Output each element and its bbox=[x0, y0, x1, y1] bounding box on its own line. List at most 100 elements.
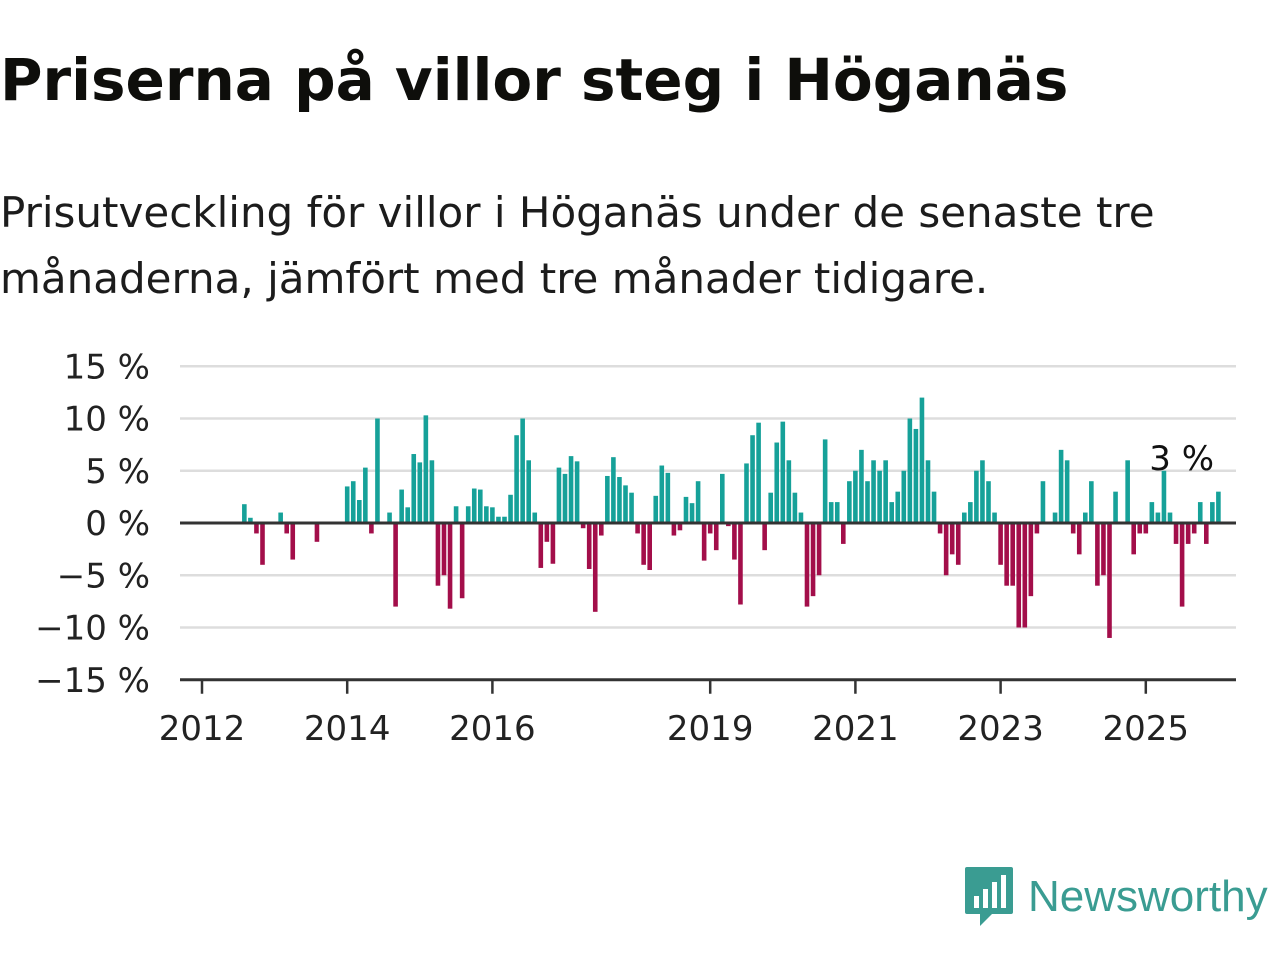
bar bbox=[393, 523, 398, 607]
bar bbox=[435, 523, 441, 586]
bar bbox=[1095, 523, 1100, 586]
bar bbox=[1149, 502, 1155, 523]
bar bbox=[387, 512, 392, 523]
bar bbox=[913, 428, 919, 523]
bar bbox=[1210, 502, 1215, 523]
bar bbox=[1131, 523, 1136, 555]
y-tick-label: 5 % bbox=[85, 452, 150, 492]
bar bbox=[617, 477, 622, 523]
bar bbox=[1204, 523, 1209, 544]
bar bbox=[889, 502, 894, 523]
y-tick-label: −15 % bbox=[35, 661, 150, 701]
bar bbox=[998, 523, 1003, 565]
bar bbox=[659, 465, 665, 523]
y-tick-label: 15 % bbox=[64, 347, 150, 387]
bar bbox=[1083, 512, 1088, 523]
x-tick-label: 2023 bbox=[957, 709, 1044, 749]
bar bbox=[883, 460, 888, 523]
bar bbox=[242, 504, 247, 523]
bar bbox=[399, 489, 404, 523]
bar bbox=[1125, 460, 1130, 523]
x-tick-label: 2021 bbox=[812, 709, 899, 749]
bar bbox=[937, 523, 943, 534]
bar bbox=[1070, 523, 1076, 534]
bar bbox=[623, 485, 628, 523]
bar bbox=[314, 523, 320, 542]
y-tick-label: 0 % bbox=[85, 504, 150, 544]
bar bbox=[405, 507, 410, 523]
chart-subtitle: Prisutveckling för villor i Höganäs unde… bbox=[0, 188, 1155, 303]
bar bbox=[677, 523, 683, 531]
bar bbox=[931, 491, 937, 523]
bar bbox=[1004, 523, 1009, 586]
bar bbox=[671, 523, 677, 536]
bar bbox=[834, 502, 840, 523]
axes bbox=[180, 521, 1236, 694]
bar bbox=[1185, 523, 1191, 544]
bar bbox=[344, 486, 350, 523]
bar bbox=[459, 523, 465, 599]
bar bbox=[683, 496, 689, 524]
gridlines bbox=[180, 365, 1236, 629]
bar bbox=[1191, 523, 1197, 534]
newsworthy-logo-icon bbox=[965, 867, 1013, 926]
bar bbox=[792, 492, 798, 523]
x-tick-label: 2025 bbox=[1103, 709, 1190, 749]
bar bbox=[756, 422, 761, 523]
bar bbox=[762, 523, 767, 551]
bar bbox=[1010, 523, 1015, 586]
bar-chart: 15 %10 %5 %0 %−5 %−10 %−15 % 2012 2014 201… bbox=[35, 347, 1236, 749]
x-tick-label: 2016 bbox=[449, 709, 536, 749]
bar bbox=[1179, 523, 1185, 607]
bar bbox=[411, 454, 417, 523]
bar bbox=[520, 418, 525, 523]
bar bbox=[1155, 512, 1161, 523]
y-axis-labels: 15 % 10 % 5 % 0 % −5 % −10 % −15 % bbox=[35, 347, 150, 701]
bar bbox=[592, 523, 598, 612]
y-tick-label: −10 % bbox=[35, 609, 150, 649]
bar bbox=[919, 397, 925, 523]
bar bbox=[350, 481, 356, 523]
bar bbox=[447, 523, 453, 609]
bar bbox=[653, 495, 659, 523]
bar bbox=[574, 461, 580, 523]
bars bbox=[242, 397, 1221, 638]
x-tick-label: 2014 bbox=[304, 709, 391, 749]
bar bbox=[768, 492, 773, 523]
bar bbox=[502, 516, 507, 523]
bar bbox=[465, 506, 471, 523]
y-tick-label: 10 % bbox=[64, 400, 150, 440]
bar bbox=[429, 460, 435, 523]
bar bbox=[689, 503, 695, 523]
bar bbox=[980, 460, 985, 523]
bar bbox=[1173, 523, 1179, 544]
bar bbox=[907, 418, 913, 523]
bar bbox=[278, 512, 283, 523]
last-value-label: 3 % bbox=[1149, 439, 1214, 479]
bar bbox=[841, 523, 846, 544]
bar bbox=[1022, 523, 1028, 628]
bar bbox=[1089, 481, 1094, 523]
bar bbox=[605, 475, 610, 523]
bar bbox=[847, 481, 852, 523]
bar bbox=[1016, 523, 1022, 628]
bar bbox=[1143, 523, 1149, 534]
bar bbox=[441, 523, 447, 576]
bar bbox=[544, 523, 550, 542]
bar bbox=[822, 439, 828, 523]
bar bbox=[586, 523, 592, 569]
bar bbox=[290, 523, 296, 560]
bar bbox=[1161, 470, 1167, 523]
x-tick-label: 2019 bbox=[667, 709, 754, 749]
bar bbox=[1034, 523, 1040, 534]
brand-name: Newsworthy bbox=[1028, 872, 1268, 921]
bar bbox=[1113, 491, 1118, 523]
bar bbox=[260, 523, 265, 565]
bar bbox=[647, 523, 652, 571]
bar bbox=[720, 473, 725, 523]
bar bbox=[514, 435, 519, 523]
bar bbox=[750, 435, 755, 523]
bar bbox=[1197, 502, 1203, 523]
bar bbox=[1058, 449, 1064, 523]
bar bbox=[423, 415, 429, 523]
